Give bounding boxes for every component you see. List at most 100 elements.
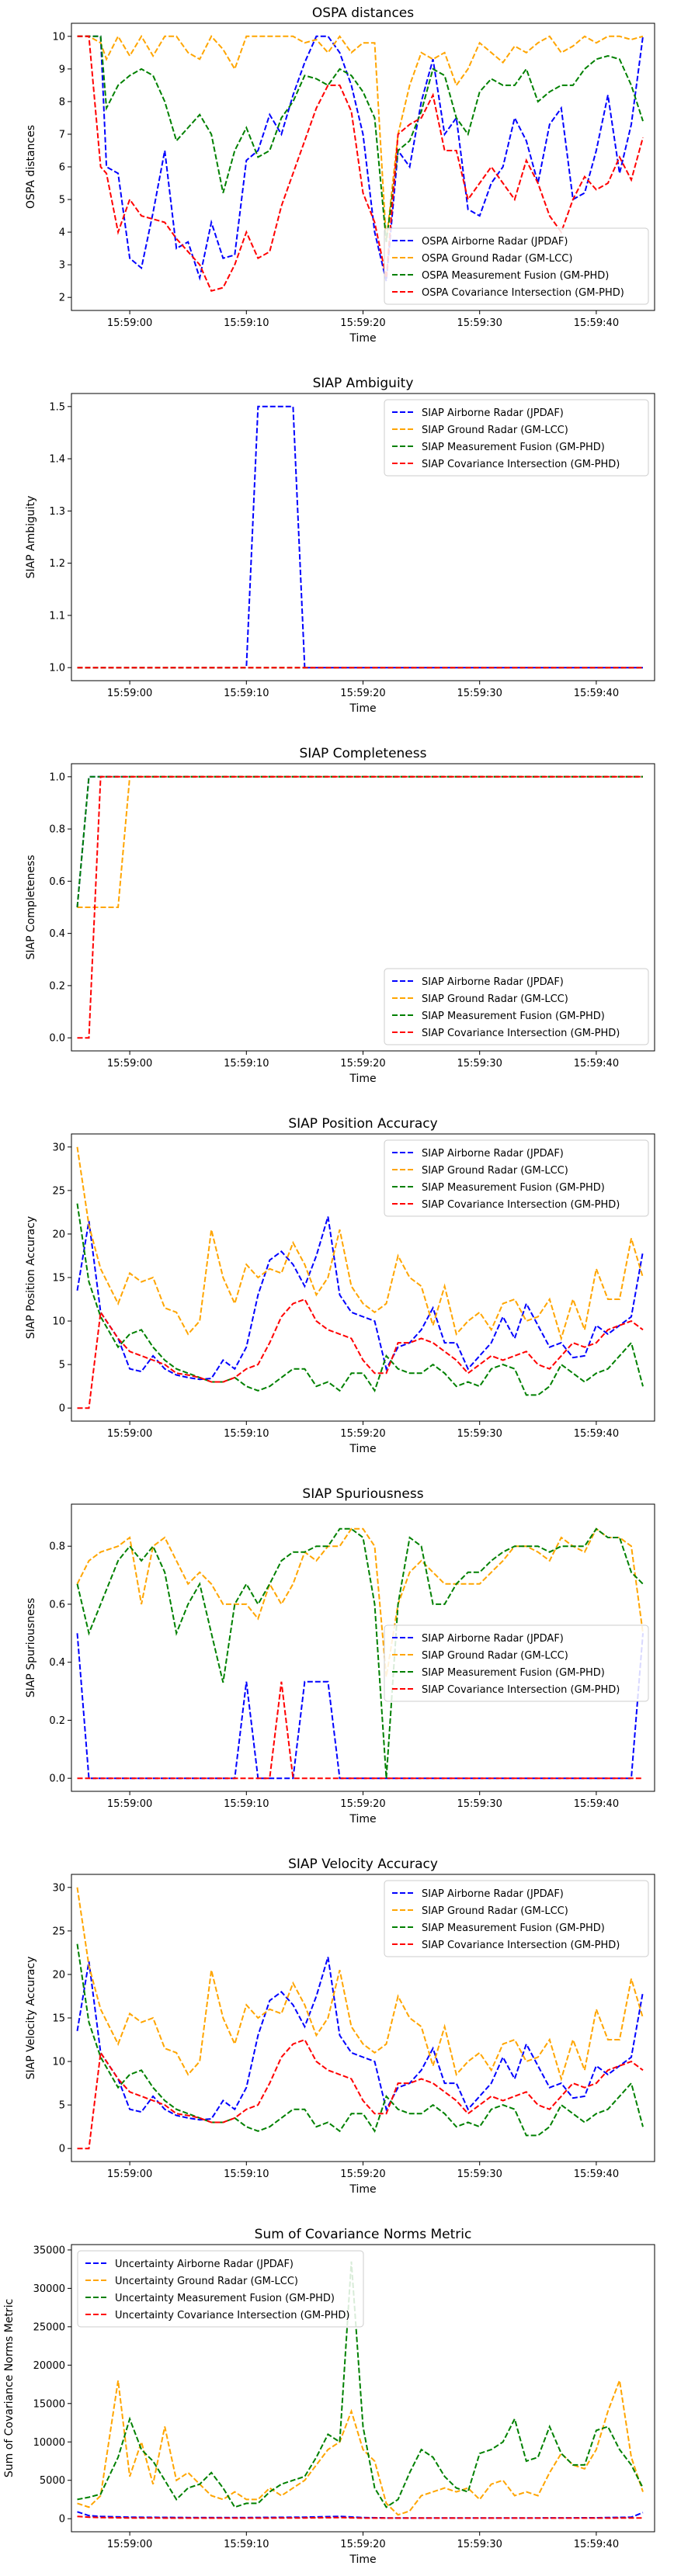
legend-box xyxy=(384,227,649,305)
y-tick-label: 30 xyxy=(52,1882,65,1894)
series-line-2 xyxy=(76,1527,644,1677)
x-axis-label: Time xyxy=(349,2183,376,2196)
chart-title: OSPA distances xyxy=(312,5,414,21)
x-tick-label: 15:59:30 xyxy=(457,1798,502,1810)
x-tick-label: 15:59:30 xyxy=(457,1428,502,1440)
series-line-1 xyxy=(77,405,643,669)
legend-label: SIAP Airborne Radar (JPDAF) xyxy=(422,1633,564,1645)
y-tick-label: 6 xyxy=(59,162,65,174)
y-tick-label: 8 xyxy=(59,96,65,108)
legend: SIAP Airborne Radar (JPDAF) SIAP Ground R… xyxy=(384,1880,649,1957)
x-tick-label: 15:59:10 xyxy=(224,1798,269,1810)
legend: SIAP Airborne Radar (JPDAF) SIAP Ground R… xyxy=(384,968,649,1045)
legend-label: SIAP Covariance Intersection (GM-PHD) xyxy=(422,1199,620,1211)
y-tick-label: 15 xyxy=(52,1273,65,1285)
legend-label: SIAP Ground Radar (GM-LCC) xyxy=(422,993,568,1005)
x-tick-label: 15:59:40 xyxy=(574,317,619,329)
y-tick-label: 1.0 xyxy=(49,663,65,674)
x-tick-label: 15:59:20 xyxy=(340,317,385,329)
y-tick-label: 1.4 xyxy=(49,454,65,466)
x-tick-label: 15:59:10 xyxy=(224,688,269,699)
x-axis-label: Time xyxy=(349,2553,376,2566)
y-tick-label: 3 xyxy=(59,260,65,272)
series-line-2 xyxy=(76,1146,644,1342)
y-tick-label: 4 xyxy=(59,227,65,239)
y-tick-label: 0.4 xyxy=(49,1657,65,1669)
x-tick-label: 15:59:20 xyxy=(340,1798,385,1810)
legend-label: SIAP Measurement Fusion (GM-PHD) xyxy=(422,1667,605,1679)
legend-label: SIAP Measurement Fusion (GM-PHD) xyxy=(422,442,605,453)
x-tick-label: 15:59:10 xyxy=(224,2539,269,2550)
legend: Uncertainty Airborne Radar (JPDAF) Uncert… xyxy=(77,2250,364,2328)
x-tick-label: 15:59:00 xyxy=(107,2169,152,2180)
y-tick-label: 10000 xyxy=(33,2437,65,2449)
y-tick-label: 30000 xyxy=(33,2283,65,2295)
y-tick-label: 0 xyxy=(59,2144,65,2155)
series-line-3 xyxy=(77,35,644,242)
y-axis-label: SIAP Ambiguity xyxy=(25,496,37,579)
x-tick-label: 15:59:20 xyxy=(340,2169,385,2180)
y-tick-label: 30 xyxy=(52,1142,65,1153)
legend-label: OSPA Measurement Fusion (GM-PHD) xyxy=(422,270,609,282)
legend: SIAP Airborne Radar (JPDAF) SIAP Ground R… xyxy=(384,399,649,477)
y-tick-label: 1.1 xyxy=(49,610,65,622)
chart-title: SIAP Velocity Accuracy xyxy=(288,1857,438,1872)
legend-label: Uncertainty Airborne Radar (JPDAF) xyxy=(115,2259,294,2270)
legend-label: OSPA Ground Radar (GM-LCC) xyxy=(422,253,572,265)
y-tick-label: 0.2 xyxy=(49,1715,65,1727)
y-tick-label: 1.5 xyxy=(49,401,65,413)
x-axis-label: Time xyxy=(349,1813,376,1825)
y-axis-label: Sum of Covariance Norms Metric xyxy=(3,2299,16,2477)
y-tick-label: 10 xyxy=(52,1316,65,1328)
y-tick-label: 0 xyxy=(59,2514,65,2526)
series-line-4 xyxy=(77,35,644,292)
chart-title: SIAP Position Accuracy xyxy=(288,1116,437,1132)
y-tick-label: 0.6 xyxy=(49,1599,65,1610)
y-axis-label: SIAP Completeness xyxy=(25,855,37,959)
legend-label: SIAP Airborne Radar (JPDAF) xyxy=(422,407,564,419)
series-line-4 xyxy=(77,775,643,1039)
series-line-1 xyxy=(76,775,643,908)
legend-box xyxy=(77,2250,364,2328)
x-tick-label: 15:59:40 xyxy=(574,1428,619,1440)
legend-label: SIAP Airborne Radar (JPDAF) xyxy=(422,976,564,988)
x-tick-label: 15:59:30 xyxy=(457,317,502,329)
series-line-4 xyxy=(77,2038,644,2150)
x-axis-label: Time xyxy=(349,1073,376,1085)
x-tick-label: 15:59:10 xyxy=(224,1428,269,1440)
y-tick-label: 0.8 xyxy=(49,824,65,836)
y-tick-label: 0.0 xyxy=(49,1773,65,1785)
series-line-4 xyxy=(77,1681,643,1780)
legend-box xyxy=(384,1880,649,1957)
y-tick-label: 20 xyxy=(52,1229,65,1240)
chart-panel-3: SIAP Completeness 15:59:00 15:59:10 15:59:2… xyxy=(25,746,655,1085)
y-tick-label: 0.4 xyxy=(49,928,65,940)
x-tick-label: 15:59:40 xyxy=(574,688,619,699)
y-tick-label: 7 xyxy=(59,129,65,140)
y-tick-label: 0.0 xyxy=(49,1033,65,1045)
y-tick-label: 0.8 xyxy=(49,1541,65,1553)
y-tick-label: 1.0 xyxy=(49,771,65,783)
x-tick-label: 15:59:20 xyxy=(340,1058,385,1070)
legend-label: SIAP Measurement Fusion (GM-PHD) xyxy=(422,1011,605,1022)
y-axis-label: SIAP Position Accuracy xyxy=(25,1216,37,1339)
chart-title: SIAP Ambiguity xyxy=(313,376,414,391)
chart-panel-4: SIAP Position Accuracy 15:59:00 15:59:10 15… xyxy=(25,1116,655,1455)
y-tick-label: 0.2 xyxy=(49,980,65,992)
legend-label: SIAP Ground Radar (GM-LCC) xyxy=(422,1905,568,1917)
x-tick-label: 15:59:10 xyxy=(224,317,269,329)
legend-label: OSPA Covariance Intersection (GM-PHD) xyxy=(422,287,624,299)
x-tick-label: 15:59:00 xyxy=(107,688,152,699)
x-tick-label: 15:59:00 xyxy=(107,317,152,329)
legend-label: SIAP Covariance Intersection (GM-PHD) xyxy=(422,1684,620,1696)
x-axis-label: Time xyxy=(349,332,376,345)
y-tick-label: 10 xyxy=(52,31,65,43)
legend: SIAP Airborne Radar (JPDAF) SIAP Ground R… xyxy=(384,1139,649,1217)
y-axis-label: SIAP Velocity Accuracy xyxy=(25,1957,37,2080)
series-line-3 xyxy=(76,1527,644,1779)
y-tick-label: 15 xyxy=(52,2013,65,2025)
series-line-1 xyxy=(77,35,644,282)
x-tick-label: 15:59:30 xyxy=(457,1058,502,1070)
legend-label: SIAP Measurement Fusion (GM-PHD) xyxy=(422,1182,605,1194)
legend-label: SIAP Ground Radar (GM-LCC) xyxy=(422,1650,568,1662)
